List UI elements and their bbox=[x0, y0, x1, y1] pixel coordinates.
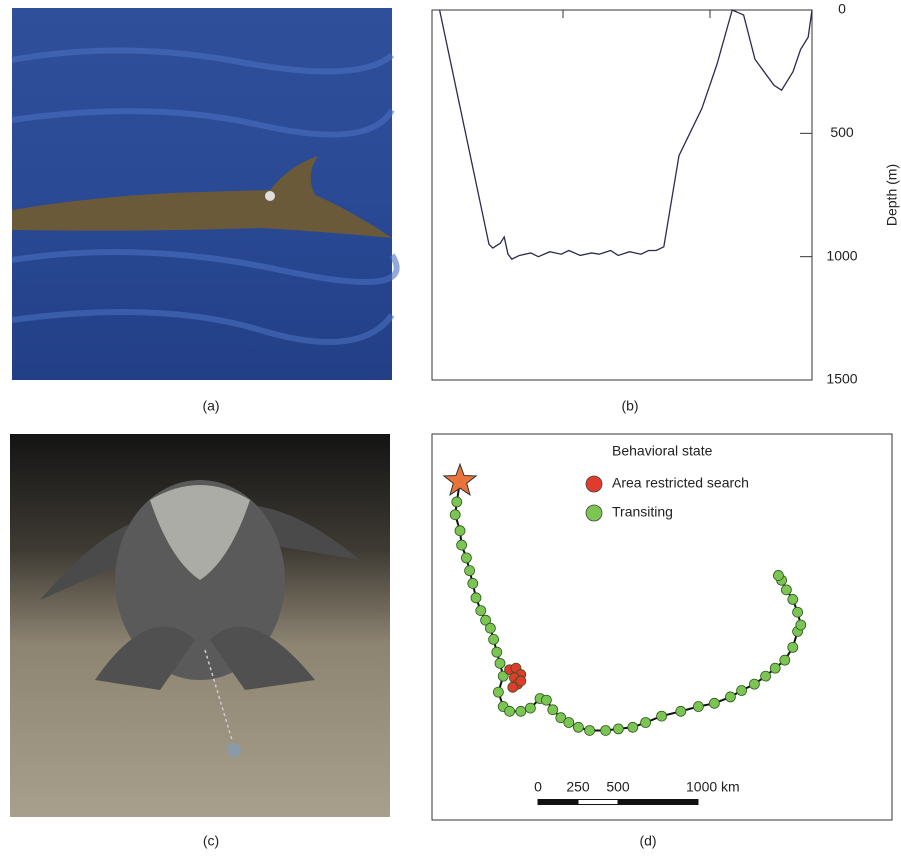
y-tick-label: 0 bbox=[838, 1, 846, 17]
photo-turtle bbox=[10, 434, 390, 817]
track-point bbox=[452, 497, 462, 507]
track-point bbox=[628, 722, 638, 732]
track-point bbox=[709, 698, 719, 708]
depth-line bbox=[440, 10, 812, 259]
track-point bbox=[461, 553, 471, 563]
track-point bbox=[541, 695, 551, 705]
track-point bbox=[657, 711, 667, 721]
track-point bbox=[457, 540, 467, 550]
legend-label: Transiting bbox=[612, 504, 673, 520]
track-point bbox=[770, 663, 780, 673]
track-point bbox=[676, 706, 686, 716]
scalebar-segment bbox=[538, 800, 578, 805]
track-point bbox=[525, 703, 535, 713]
legend-swatch bbox=[586, 505, 602, 521]
track-point bbox=[516, 676, 526, 686]
track-point bbox=[485, 623, 495, 633]
track-point bbox=[693, 702, 703, 712]
track-point bbox=[773, 570, 783, 580]
track-point bbox=[780, 655, 790, 665]
scalebar-label: 0 bbox=[534, 779, 542, 795]
track-point bbox=[725, 692, 735, 702]
scalebar-label: 1000 km bbox=[686, 779, 740, 795]
caption: (c) bbox=[203, 833, 219, 849]
plot-frame bbox=[432, 10, 812, 380]
caption: (b) bbox=[621, 398, 638, 414]
track-point bbox=[788, 642, 798, 652]
track-point bbox=[455, 526, 465, 536]
track-point bbox=[495, 658, 505, 668]
y-tick-label: 1500 bbox=[826, 371, 857, 387]
track-point bbox=[548, 705, 558, 715]
track-point bbox=[450, 510, 460, 520]
track-point bbox=[564, 718, 574, 728]
track-point bbox=[573, 722, 583, 732]
track-point bbox=[781, 585, 791, 595]
y-axis-label: Depth (m) bbox=[884, 164, 900, 226]
track-point bbox=[761, 671, 771, 681]
figure: Depth (m) Behavioral state (a) (b) (c) (… bbox=[0, 0, 901, 857]
track-point bbox=[585, 725, 595, 735]
track-point bbox=[505, 706, 515, 716]
track-point bbox=[468, 578, 478, 588]
track-point bbox=[476, 606, 486, 616]
legend-title: Behavioral state bbox=[612, 443, 713, 459]
track-point bbox=[796, 620, 806, 630]
track-point bbox=[492, 647, 502, 657]
y-tick-label: 500 bbox=[830, 124, 854, 140]
caption: (a) bbox=[202, 398, 219, 414]
track-point bbox=[793, 607, 803, 617]
scalebar-label: 250 bbox=[566, 779, 590, 795]
track-point bbox=[516, 706, 526, 716]
legend-label: Area restricted search bbox=[612, 475, 749, 491]
track-point bbox=[489, 634, 499, 644]
y-tick-label: 1000 bbox=[826, 247, 857, 263]
start-star bbox=[444, 464, 476, 495]
track-point bbox=[471, 593, 481, 603]
track-point bbox=[737, 686, 747, 696]
scalebar-segment bbox=[618, 800, 698, 805]
photo-whale bbox=[12, 8, 397, 380]
map-frame bbox=[432, 434, 892, 820]
caption: (d) bbox=[639, 833, 656, 849]
track-point bbox=[641, 718, 651, 728]
track-point bbox=[749, 679, 759, 689]
track-point bbox=[601, 725, 611, 735]
legend-swatch bbox=[586, 476, 602, 492]
track-point bbox=[613, 724, 623, 734]
scalebar-segment bbox=[578, 800, 618, 805]
scalebar-label: 500 bbox=[606, 779, 630, 795]
track-point bbox=[465, 566, 475, 576]
track-point bbox=[788, 594, 798, 604]
track-point bbox=[493, 687, 503, 697]
